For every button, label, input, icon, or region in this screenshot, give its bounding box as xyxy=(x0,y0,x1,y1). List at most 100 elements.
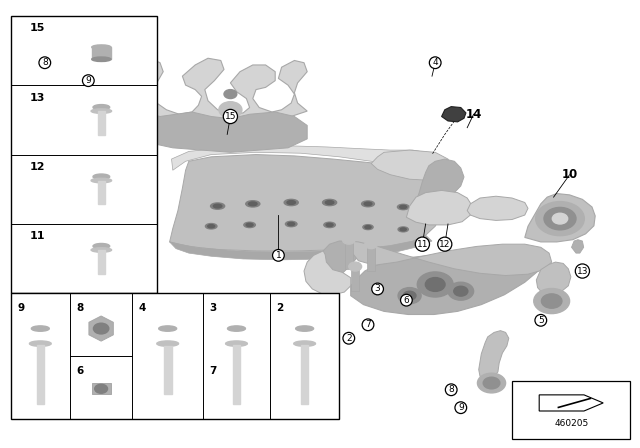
Circle shape xyxy=(365,240,378,249)
Ellipse shape xyxy=(397,204,409,210)
Polygon shape xyxy=(170,155,445,251)
Bar xyxy=(98,250,104,274)
Bar xyxy=(301,345,308,404)
Bar xyxy=(11,16,157,293)
Circle shape xyxy=(544,207,576,230)
Polygon shape xyxy=(536,262,571,295)
Circle shape xyxy=(417,272,453,297)
Polygon shape xyxy=(416,159,464,206)
Circle shape xyxy=(552,213,568,224)
Polygon shape xyxy=(572,240,584,253)
Polygon shape xyxy=(479,331,509,379)
Ellipse shape xyxy=(205,224,217,229)
Ellipse shape xyxy=(159,326,177,331)
Polygon shape xyxy=(118,58,307,143)
Polygon shape xyxy=(351,267,359,291)
Ellipse shape xyxy=(93,174,109,179)
Ellipse shape xyxy=(31,326,49,331)
Ellipse shape xyxy=(400,228,406,231)
Ellipse shape xyxy=(157,341,179,346)
Ellipse shape xyxy=(92,57,111,61)
Text: 6: 6 xyxy=(76,366,83,376)
Ellipse shape xyxy=(324,222,335,228)
Bar xyxy=(98,181,104,204)
Ellipse shape xyxy=(323,199,337,206)
Ellipse shape xyxy=(91,178,111,183)
Ellipse shape xyxy=(284,199,298,206)
Text: 9: 9 xyxy=(458,403,463,412)
Ellipse shape xyxy=(91,248,111,252)
Circle shape xyxy=(342,235,355,244)
Ellipse shape xyxy=(211,203,225,209)
Ellipse shape xyxy=(362,201,374,207)
Circle shape xyxy=(93,323,109,334)
Text: 460205: 460205 xyxy=(554,419,588,428)
Ellipse shape xyxy=(288,222,294,226)
Text: 9: 9 xyxy=(17,303,24,314)
Ellipse shape xyxy=(326,223,333,227)
Circle shape xyxy=(483,377,500,389)
Circle shape xyxy=(349,262,362,271)
Ellipse shape xyxy=(92,45,111,49)
Bar xyxy=(512,381,630,439)
Text: 12: 12 xyxy=(439,240,451,249)
Bar xyxy=(92,47,111,59)
Ellipse shape xyxy=(29,341,51,346)
Ellipse shape xyxy=(226,341,248,346)
Bar xyxy=(92,383,111,394)
Circle shape xyxy=(219,102,242,118)
Polygon shape xyxy=(406,190,472,225)
Ellipse shape xyxy=(248,202,257,206)
Ellipse shape xyxy=(246,223,253,227)
Polygon shape xyxy=(525,194,595,242)
Text: 11: 11 xyxy=(30,232,45,241)
Text: 15: 15 xyxy=(225,112,236,121)
Text: 11: 11 xyxy=(417,240,428,249)
Ellipse shape xyxy=(287,201,296,204)
Polygon shape xyxy=(442,107,466,122)
Text: 2: 2 xyxy=(346,334,351,343)
Polygon shape xyxy=(170,235,432,260)
Text: 10: 10 xyxy=(561,168,578,181)
Circle shape xyxy=(477,373,506,393)
Ellipse shape xyxy=(91,109,111,113)
Circle shape xyxy=(426,278,445,291)
Ellipse shape xyxy=(296,326,314,331)
Bar xyxy=(234,345,240,404)
Polygon shape xyxy=(540,395,604,411)
Text: 3: 3 xyxy=(375,284,380,293)
Circle shape xyxy=(403,291,416,300)
Polygon shape xyxy=(172,146,429,170)
Circle shape xyxy=(534,289,570,314)
Ellipse shape xyxy=(244,222,255,228)
Ellipse shape xyxy=(363,224,373,229)
Ellipse shape xyxy=(365,226,371,228)
Circle shape xyxy=(536,202,584,236)
Text: 15: 15 xyxy=(30,23,45,33)
Text: 13: 13 xyxy=(577,267,588,276)
Ellipse shape xyxy=(364,202,372,206)
Text: 2: 2 xyxy=(276,303,284,314)
Ellipse shape xyxy=(228,326,246,331)
Polygon shape xyxy=(131,112,307,152)
Polygon shape xyxy=(16,18,106,76)
Bar xyxy=(37,345,44,404)
Polygon shape xyxy=(13,67,77,114)
Text: 4: 4 xyxy=(139,303,147,314)
Polygon shape xyxy=(64,103,141,141)
Text: 14: 14 xyxy=(465,108,482,121)
Ellipse shape xyxy=(398,227,408,232)
Text: 12: 12 xyxy=(30,162,45,172)
Ellipse shape xyxy=(246,201,260,207)
Text: 1: 1 xyxy=(276,251,281,260)
Circle shape xyxy=(448,282,474,300)
Text: 8: 8 xyxy=(42,58,47,67)
Ellipse shape xyxy=(285,221,297,227)
Text: 3: 3 xyxy=(209,303,216,314)
Circle shape xyxy=(454,286,468,296)
Polygon shape xyxy=(367,244,375,271)
Bar xyxy=(98,111,104,135)
Ellipse shape xyxy=(294,341,316,346)
Text: 8: 8 xyxy=(449,385,454,394)
Bar xyxy=(164,346,172,394)
